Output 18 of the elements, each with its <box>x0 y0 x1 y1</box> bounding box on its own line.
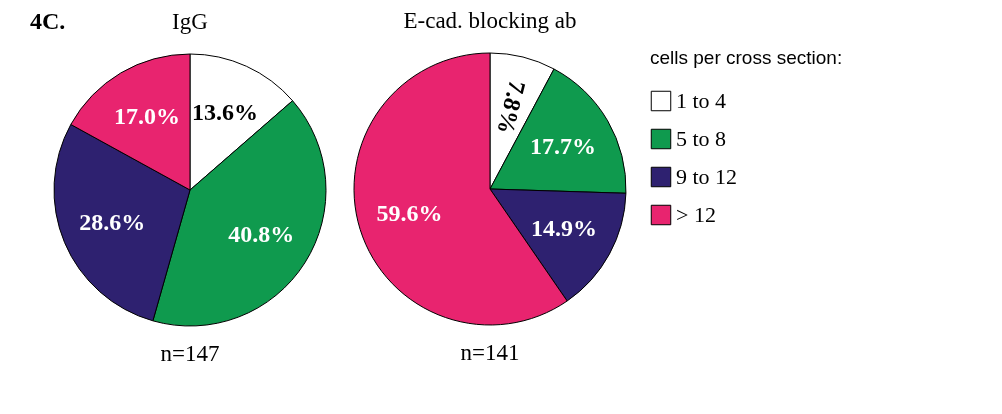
data-label: 17.7% <box>529 132 596 159</box>
legend-label: 9 to 12 <box>676 164 738 189</box>
data-label: 17.0% <box>114 103 181 130</box>
data-label: 13.6% <box>191 99 258 126</box>
data-label: 14.9% <box>531 215 598 242</box>
text: n=141 <box>460 340 520 365</box>
text: n=147 <box>160 341 220 366</box>
data-label: 59.6% <box>376 200 443 227</box>
text: 4C. <box>30 8 66 34</box>
chart-title: IgG <box>172 9 208 34</box>
legend-label: 1 to 4 <box>676 88 727 113</box>
chart-title: E-cad. blocking ab <box>403 8 577 33</box>
data-label: 7.8% <box>492 78 531 137</box>
data-label: 40.8% <box>228 221 295 248</box>
data-label: 28.6% <box>79 208 146 235</box>
legend-title: cells per cross section: <box>650 47 843 68</box>
legend-label: > 12 <box>676 202 716 227</box>
legend-label: 5 to 8 <box>676 126 727 151</box>
